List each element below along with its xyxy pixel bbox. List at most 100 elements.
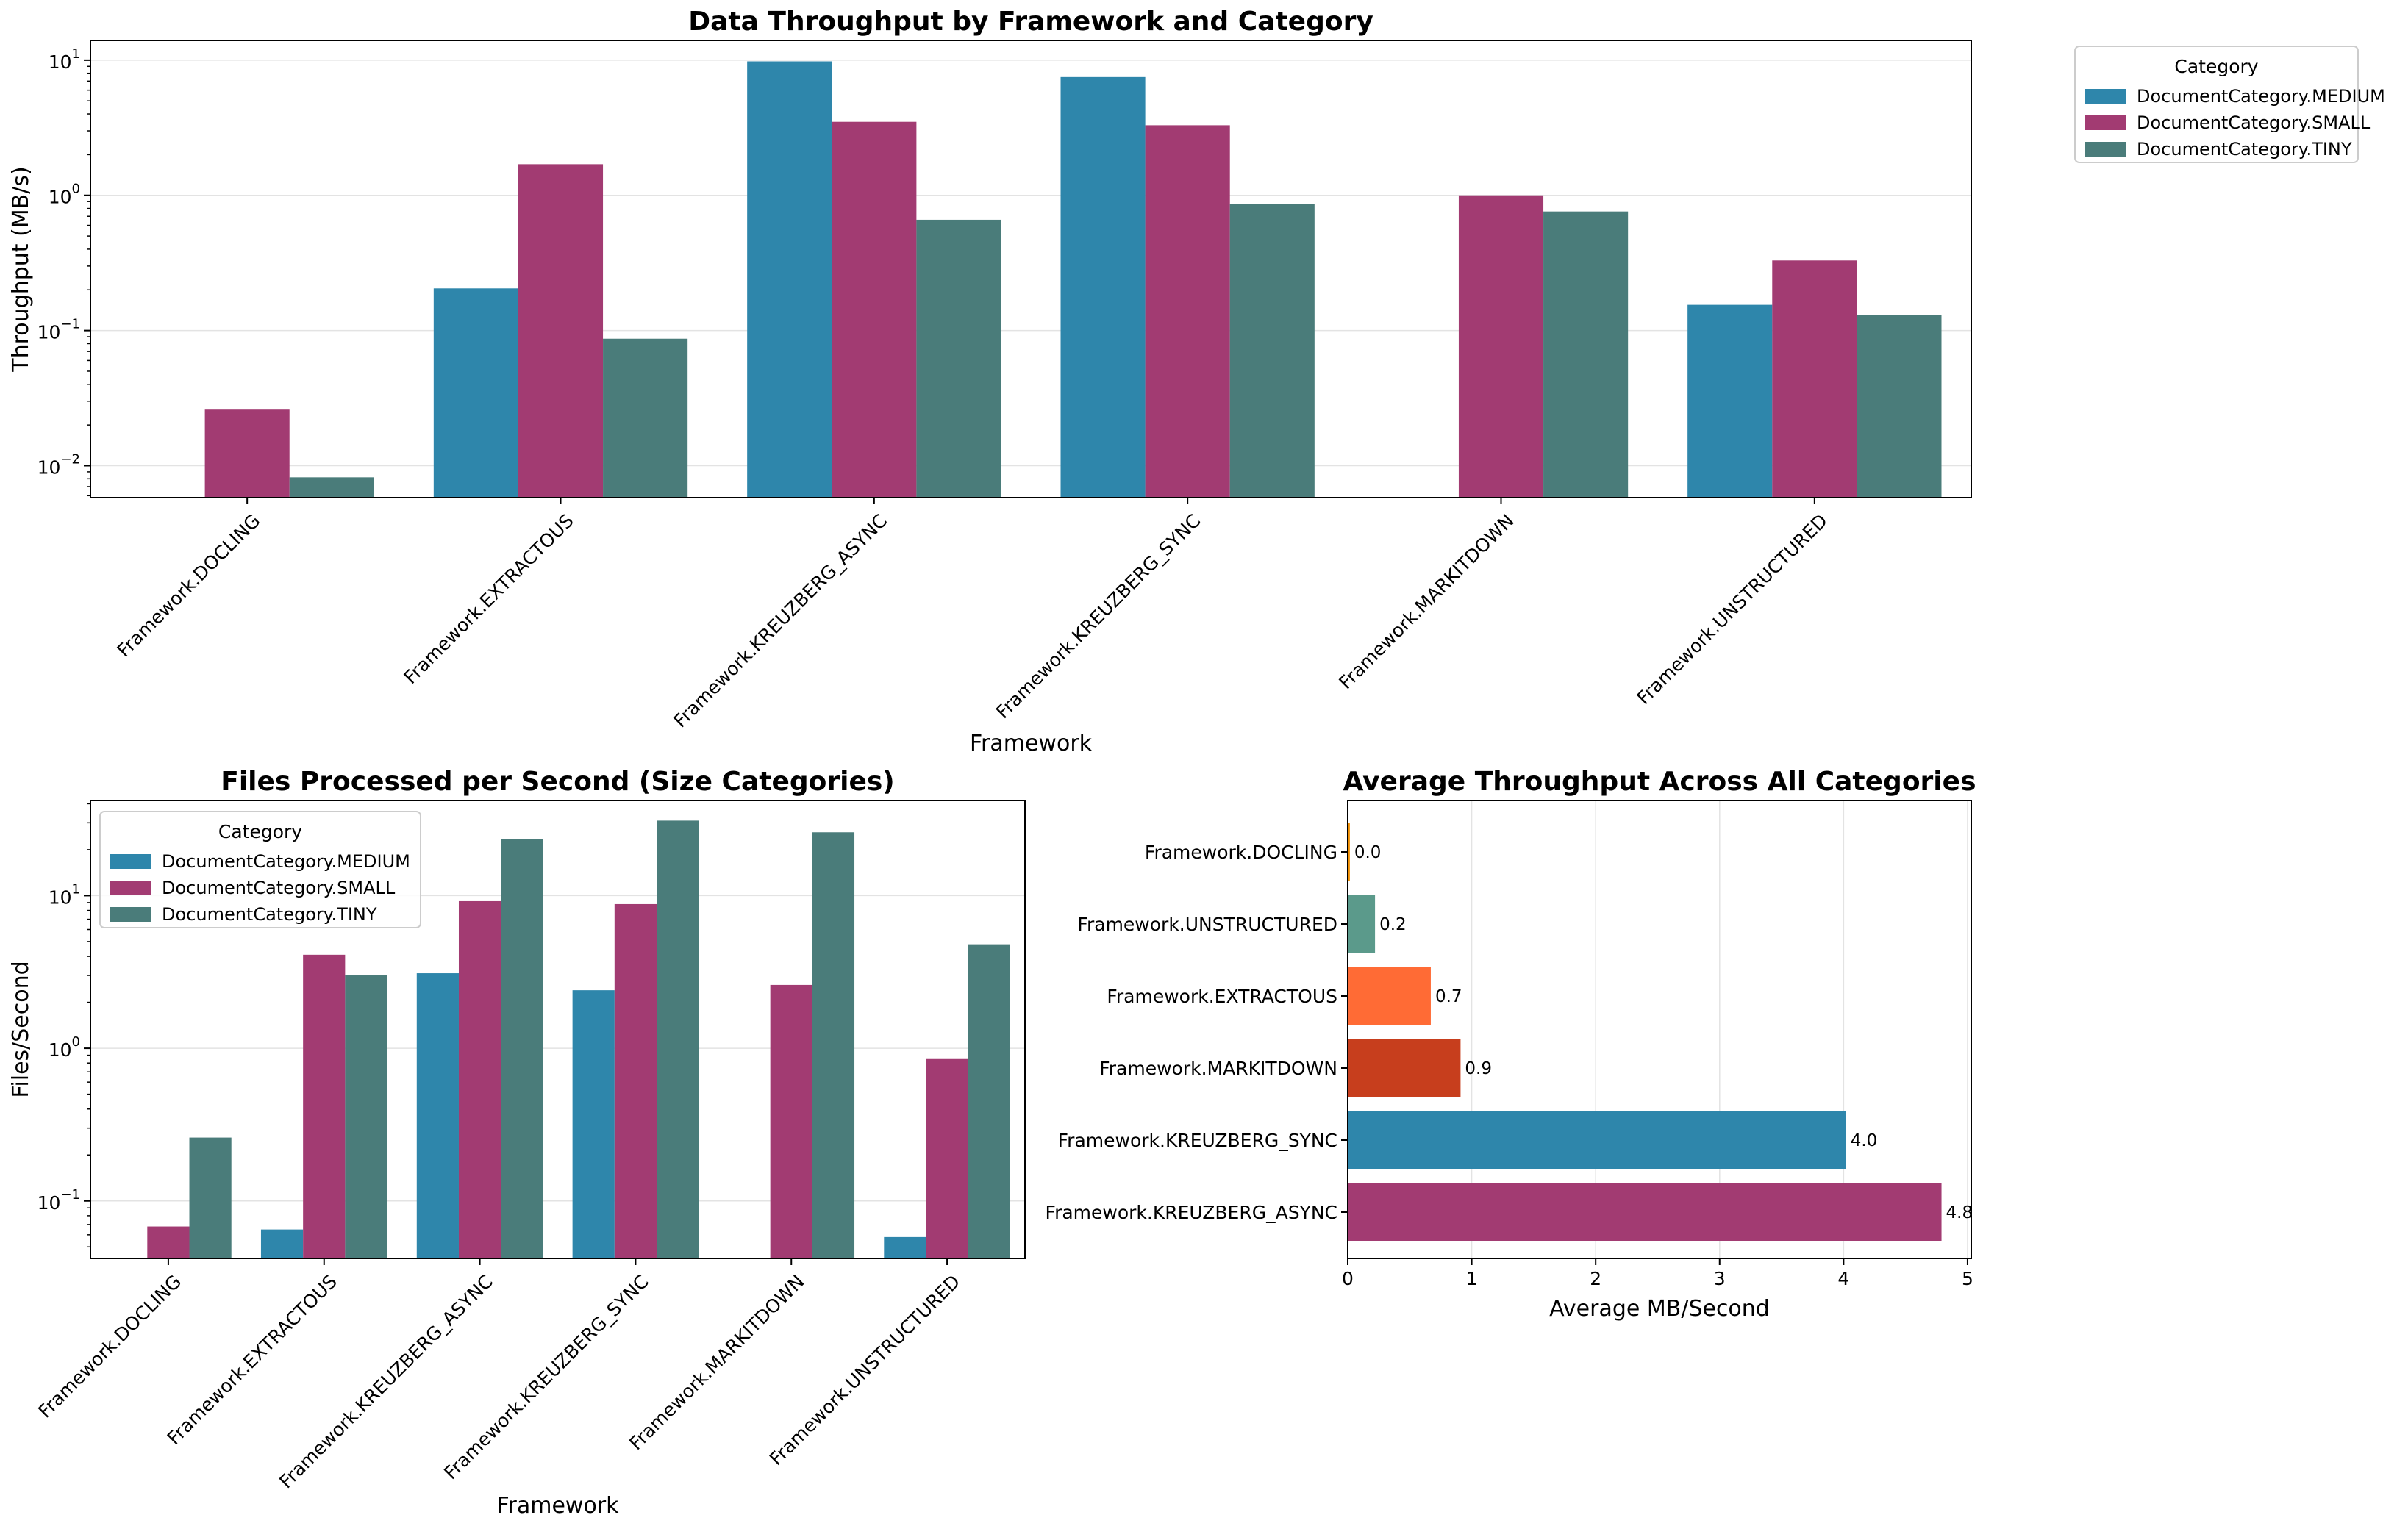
bar	[1348, 823, 1350, 881]
bar	[1348, 895, 1376, 953]
bar	[926, 1058, 968, 1258]
bar	[1145, 125, 1230, 498]
bar	[832, 121, 917, 498]
x-tick-label: 0	[1342, 1268, 1354, 1289]
legend-frame	[2074, 46, 2359, 163]
axes-frame	[90, 40, 1972, 498]
tick-base: 10	[49, 51, 72, 73]
legend-entry: DocumentCategory.TINY	[2137, 139, 2352, 160]
bar	[747, 61, 832, 498]
bar	[1060, 76, 1146, 498]
bar	[1348, 1111, 1846, 1169]
tick-base: 10	[37, 322, 61, 343]
bar	[1857, 315, 1942, 498]
legend-swatch	[2085, 115, 2126, 130]
x-tick-label: Framework.KREUZBERG_ASYNC	[670, 510, 892, 732]
x-tick-label: 1	[1466, 1268, 1478, 1289]
bar	[1458, 195, 1544, 498]
legend-title: Category	[2174, 56, 2258, 77]
y-tick-label: Framework.EXTRACTOUS	[1107, 986, 1337, 1007]
bar	[1543, 211, 1629, 498]
bar	[603, 338, 688, 498]
tick-base: 10	[49, 187, 72, 208]
bar	[416, 973, 459, 1258]
y-tick-label: 10−1	[37, 317, 80, 343]
bar	[572, 990, 615, 1258]
axes-frame	[90, 800, 1026, 1259]
bar	[1687, 304, 1773, 498]
bar	[501, 839, 543, 1258]
tick-base: 10	[37, 456, 61, 478]
tick-exponent: −1	[60, 317, 80, 332]
bar	[458, 900, 501, 1258]
bar	[260, 1229, 304, 1258]
bar	[147, 1226, 190, 1258]
legend-entry: DocumentCategory.MEDIUM	[2137, 86, 2385, 107]
y-tick-label: Framework.DOCLING	[1145, 842, 1337, 863]
axes-frame	[1347, 800, 1972, 1259]
legend-entry: DocumentCategory.TINY	[162, 904, 377, 925]
bar-value-label: 4.0	[1851, 1131, 1878, 1150]
chart-bottom-right: 0.0 0.2 0.7 0.9 4.0 4.8 Framework.DOCLING Frame…	[1046, 767, 1976, 1322]
bar	[433, 288, 518, 498]
chart-title: Data Throughput by Framework and Categor…	[688, 7, 1373, 37]
x-tick-label: Framework.UNSTRUCTURED	[1633, 510, 1832, 709]
y-tick-label: 10−2	[37, 451, 80, 478]
bar	[1348, 1183, 1942, 1241]
y-tick-label: Framework.KREUZBERG_SYNC	[1058, 1130, 1337, 1151]
bar	[345, 975, 387, 1258]
bar	[1772, 260, 1857, 498]
legend-entry: DocumentCategory.SMALL	[162, 878, 396, 898]
y-axis-label: Files/Second	[8, 961, 34, 1097]
x-tick-label: Framework.UNSTRUCTURED	[765, 1271, 965, 1470]
bar	[289, 477, 374, 498]
x-axis-label: Framework	[496, 1493, 619, 1519]
x-tick-label: Framework.EXTRACTOUS	[163, 1271, 341, 1449]
legend-swatch	[110, 881, 151, 895]
y-tick-label: Framework.MARKITDOWN	[1099, 1058, 1337, 1079]
x-tick-label: 3	[1714, 1268, 1726, 1289]
bar-value-label: 0.0	[1354, 843, 1382, 862]
x-axis-label: Average MB/Second	[1549, 1296, 1770, 1322]
tick-exponent: −2	[60, 451, 80, 467]
tick-exponent: 1	[72, 46, 80, 62]
bar	[614, 903, 657, 1258]
bar	[812, 832, 855, 1258]
y-tick-label: 101	[49, 881, 80, 908]
bar	[1348, 967, 1431, 1025]
chart-title: Average Throughput Across All Categories	[1343, 767, 1976, 797]
legend-swatch	[2085, 89, 2126, 104]
bar-value-label: 0.2	[1379, 915, 1407, 934]
x-tick-label: 5	[1962, 1268, 1973, 1289]
legend-swatch	[110, 907, 151, 922]
tick-base: 10	[37, 1192, 61, 1214]
y-axis-label: Throughput (MB/s)	[8, 166, 34, 372]
legend-entry: DocumentCategory.SMALL	[2137, 112, 2371, 133]
legend-frame	[99, 811, 421, 928]
bar	[916, 219, 1001, 498]
legend-swatch	[110, 854, 151, 869]
x-tick-label: Framework.DOCLING	[34, 1271, 185, 1422]
chart-title: Files Processed per Second (Size Categor…	[221, 767, 895, 797]
legend: Category DocumentCategory.MEDIUM DocumentC…	[2074, 46, 2385, 163]
x-tick-label: Framework.DOCLING	[113, 510, 265, 662]
x-axis-label: Framework	[970, 731, 1093, 756]
bar-value-label: 4.8	[1946, 1203, 1973, 1222]
x-tick-label: 4	[1837, 1268, 1849, 1289]
x-tick-label: Framework.EXTRACTOUS	[399, 510, 577, 688]
x-tick-label: Framework.KREUZBERG_SYNC	[992, 510, 1204, 723]
tick-exponent: 0	[72, 1034, 80, 1050]
bar	[770, 984, 812, 1258]
legend-title: Category	[218, 821, 302, 842]
bar	[657, 820, 699, 1258]
y-tick-label: Framework.KREUZBERG_ASYNC	[1046, 1202, 1337, 1223]
bar	[1229, 204, 1315, 498]
x-tick-label: Framework.MARKITDOWN	[625, 1271, 808, 1454]
bar	[884, 1236, 926, 1258]
bar	[204, 409, 290, 498]
y-tick-label: Framework.UNSTRUCTURED	[1077, 914, 1337, 935]
bar	[189, 1137, 232, 1258]
x-tick-label: 2	[1590, 1268, 1601, 1289]
chart-bottom-left: 10−1100101Framework.DOCLINGFramework.EXT…	[8, 767, 1026, 1519]
y-tick-label: 100	[49, 1034, 80, 1061]
